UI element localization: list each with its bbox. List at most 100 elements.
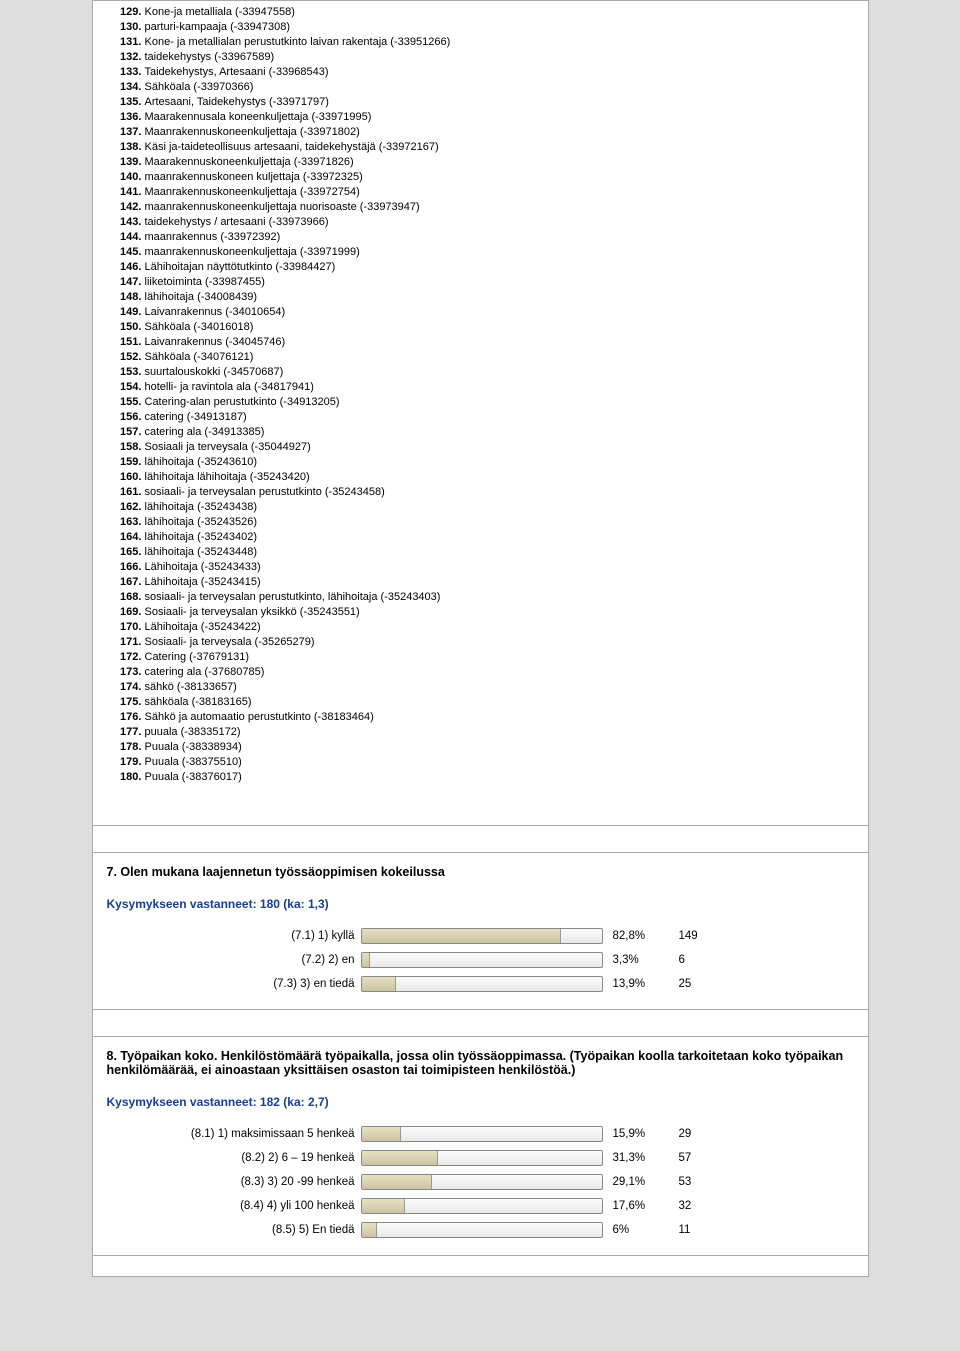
chart-bar-fill <box>362 929 562 943</box>
chart-row-percent: 29,1% <box>603 1176 671 1188</box>
list-item: lähihoitaja (-35243448) <box>145 545 854 560</box>
list-item-text: Laivanrakennus (-34045746) <box>145 336 286 348</box>
list-item: lähihoitaja lähihoitaja (-35243420) <box>145 470 854 485</box>
list-item-text: lähihoitaja (-34008439) <box>145 291 258 303</box>
chart-row-label: (7.1) 1) kyllä <box>107 930 361 942</box>
list-item-text: Puuala (-38375510) <box>145 756 242 768</box>
list-item-text: lähihoitaja lähihoitaja (-35243420) <box>145 471 310 483</box>
list-item: Maanrakennuskoneenkuljettaja (-33971802) <box>145 125 854 140</box>
chart-row-count: 25 <box>671 978 719 990</box>
chart-row-percent: 17,6% <box>603 1200 671 1212</box>
bar-chart: (7.1) 1) kyllä82,8%149(7.2) 2) en3,3%6(7… <box>107 925 854 995</box>
answers-list-section: Kone-ja metalliala (-33947558)parturi-ka… <box>92 0 869 826</box>
list-item-text: catering ala (-34913385) <box>145 426 265 438</box>
list-item-text: Puuala (-38376017) <box>145 771 242 783</box>
list-item: lähihoitaja (-34008439) <box>145 290 854 305</box>
list-item-text: taidekehystys (-33967589) <box>145 51 275 63</box>
list-item-text: hotelli- ja ravintola ala (-34817941) <box>145 381 314 393</box>
list-item: Lähihoitaja (-35243415) <box>145 575 854 590</box>
chart-row-percent: 6% <box>603 1224 671 1236</box>
list-item: Maanrakennuskoneenkuljettaja (-33972754) <box>145 185 854 200</box>
list-item: sosiaali- ja terveysalan perustutkinto (… <box>145 485 854 500</box>
list-item-text: Catering (-37679131) <box>145 651 250 663</box>
list-item: maanrakennus (-33972392) <box>145 230 854 245</box>
chart-row-label: (8.2) 2) 6 – 19 henkeä <box>107 1152 361 1164</box>
chart-bar-fill <box>362 977 396 991</box>
list-item: puuala (-38335172) <box>145 725 854 740</box>
list-item-text: maanrakennus (-33972392) <box>145 231 281 243</box>
chart-row-label: (8.5) 5) En tiedä <box>107 1224 361 1236</box>
list-item-text: Puuala (-38338934) <box>145 741 242 753</box>
chart-row-percent: 15,9% <box>603 1128 671 1140</box>
list-item: Laivanrakennus (-34010654) <box>145 305 854 320</box>
list-item: Maarakennuskoneenkuljettaja (-33971826) <box>145 155 854 170</box>
question-7-section: 7. Olen mukana laajennetun työssäoppimis… <box>92 852 869 1010</box>
chart-row-label: (8.4) 4) yli 100 henkeä <box>107 1200 361 1212</box>
list-item-text: maanrakennuskoneenkuljettaja nuorisoaste… <box>145 201 420 213</box>
list-item: lähihoitaja (-35243438) <box>145 500 854 515</box>
chart-row-percent: 13,9% <box>603 978 671 990</box>
list-item-text: Maarakennusala koneenkuljettaja (-339719… <box>145 111 372 123</box>
question-title: 7. Olen mukana laajennetun työssäoppimis… <box>107 865 854 879</box>
list-item: Sosiaali ja terveysala (-35044927) <box>145 440 854 455</box>
chart-row: (7.1) 1) kyllä82,8%149 <box>107 925 854 947</box>
list-item: Catering (-37679131) <box>145 650 854 665</box>
chart-bar-fill <box>362 1127 401 1141</box>
chart-row-count: 57 <box>671 1152 719 1164</box>
list-item: maanrakennuskoneenkuljettaja (-33971999) <box>145 245 854 260</box>
list-item-text: sosiaali- ja terveysalan perustutkinto, … <box>145 591 441 603</box>
list-item-text: lähihoitaja (-35243610) <box>145 456 258 468</box>
list-item-text: maanrakennuskoneenkuljettaja (-33971999) <box>145 246 360 258</box>
list-item: sähkö (-38133657) <box>145 680 854 695</box>
list-item: taidekehystys / artesaani (-33973966) <box>145 215 854 230</box>
list-item-text: sähkö (-38133657) <box>145 681 237 693</box>
list-item: taidekehystys (-33967589) <box>145 50 854 65</box>
chart-row: (7.2) 2) en3,3%6 <box>107 949 854 971</box>
list-item-text: Maanrakennuskoneenkuljettaja (-33971802) <box>145 126 360 138</box>
chart-bar-fill <box>362 1151 438 1165</box>
list-item-text: Lähihoitaja (-35243433) <box>145 561 261 573</box>
chart-row-count: 53 <box>671 1176 719 1188</box>
list-item-text: suurtalouskokki (-34570687) <box>145 366 284 378</box>
list-item-text: Sähköala (-33970366) <box>145 81 254 93</box>
list-item: Catering-alan perustutkinto (-34913205) <box>145 395 854 410</box>
list-item-text: Käsi ja-taideteollisuus artesaani, taide… <box>145 141 439 153</box>
list-item-text: puuala (-38335172) <box>145 726 241 738</box>
list-item: Artesaani, Taidekehystys (-33971797) <box>145 95 854 110</box>
list-item: liiketoiminta (-33987455) <box>145 275 854 290</box>
list-item: Kone- ja metallialan perustutkinto laiva… <box>145 35 854 50</box>
list-item: lähihoitaja (-35243402) <box>145 530 854 545</box>
list-item-text: Lähihoitajan näyttötutkinto (-33984427) <box>145 261 336 273</box>
list-item: Sähköala (-33970366) <box>145 80 854 95</box>
list-item-text: lähihoitaja (-35243526) <box>145 516 258 528</box>
list-item: parturi-kampaaja (-33947308) <box>145 20 854 35</box>
spacer <box>92 1255 869 1277</box>
chart-row: (8.5) 5) En tiedä6%11 <box>107 1219 854 1241</box>
list-item-text: lähihoitaja (-35243402) <box>145 531 258 543</box>
list-item: catering ala (-37680785) <box>145 665 854 680</box>
list-item-text: Lähihoitaja (-35243422) <box>145 621 261 633</box>
question-8-section: 8. Työpaikan koko. Henkilöstömäärä työpa… <box>92 1036 869 1256</box>
chart-row-count: 32 <box>671 1200 719 1212</box>
chart-row-count: 6 <box>671 954 719 966</box>
list-item: catering (-34913187) <box>145 410 854 425</box>
chart-row-label: (8.1) 1) maksimissaan 5 henkeä <box>107 1128 361 1140</box>
chart-row: (7.3) 3) en tiedä 13,9%25 <box>107 973 854 995</box>
chart-row: (8.1) 1) maksimissaan 5 henkeä15,9%29 <box>107 1123 854 1145</box>
list-item: Maarakennusala koneenkuljettaja (-339719… <box>145 110 854 125</box>
list-item: Sähkö ja automaatio perustutkinto (-3818… <box>145 710 854 725</box>
list-item-text: Sosiaali ja terveysala (-35044927) <box>145 441 311 453</box>
chart-row-percent: 82,8% <box>603 930 671 942</box>
list-item: hotelli- ja ravintola ala (-34817941) <box>145 380 854 395</box>
chart-bar-track <box>361 1150 603 1166</box>
list-item-text: Artesaani, Taidekehystys (-33971797) <box>145 96 329 108</box>
chart-row: (8.2) 2) 6 – 19 henkeä31,3%57 <box>107 1147 854 1169</box>
list-item-text: catering (-34913187) <box>145 411 247 423</box>
chart-row-label: (7.3) 3) en tiedä <box>107 978 361 990</box>
chart-row: (8.4) 4) yli 100 henkeä 17,6%32 <box>107 1195 854 1217</box>
list-item-text: Sähköala (-34076121) <box>145 351 254 363</box>
chart-bar-fill <box>362 1199 405 1213</box>
list-item: Sähköala (-34076121) <box>145 350 854 365</box>
list-item: Sähköala (-34016018) <box>145 320 854 335</box>
list-item-text: Sosiaali- ja terveysalan yksikkö (-35243… <box>145 606 360 618</box>
